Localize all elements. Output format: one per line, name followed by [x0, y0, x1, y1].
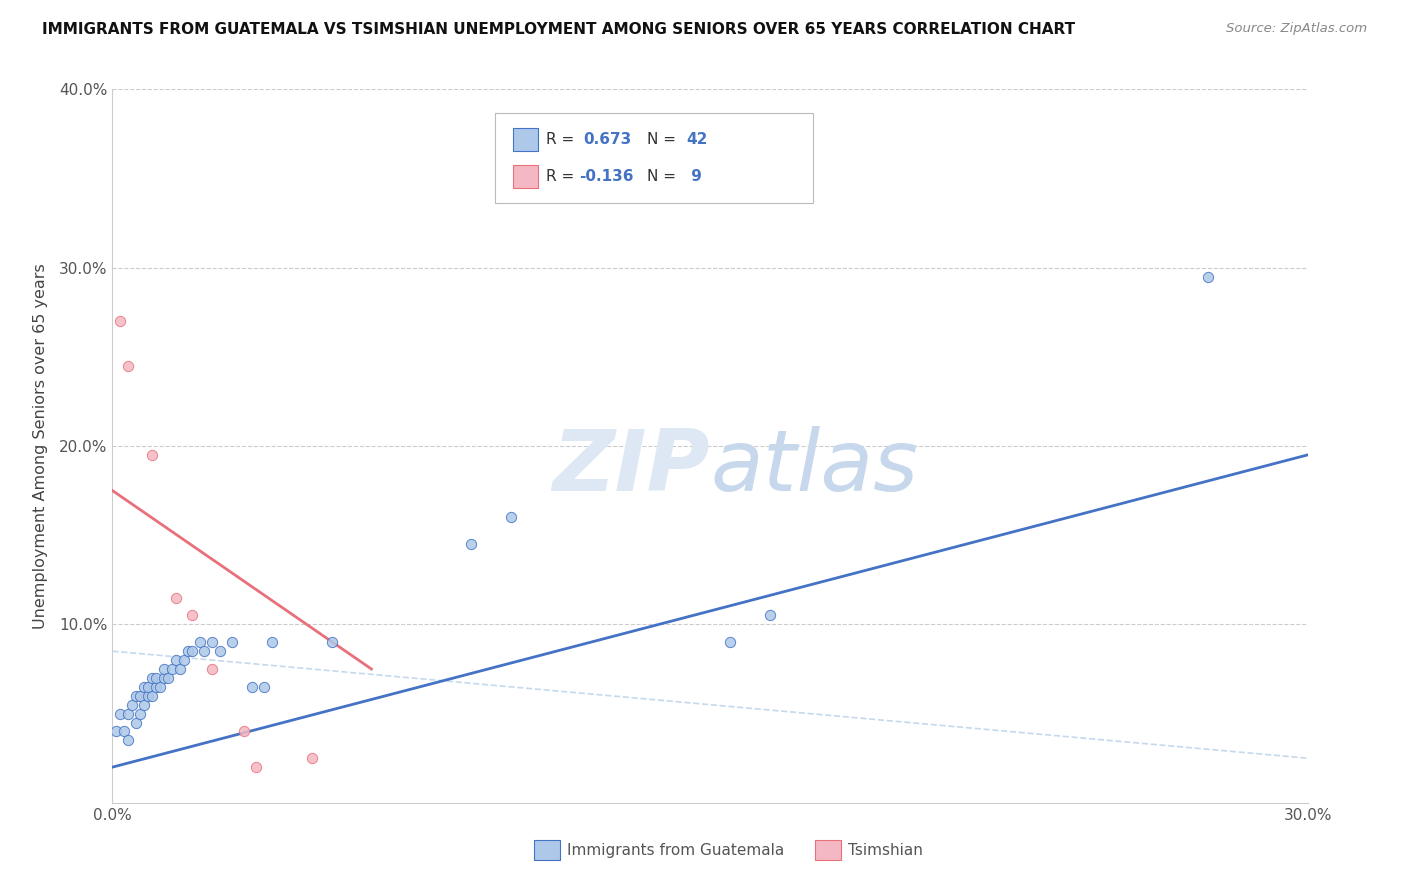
Point: [153, 662, 176, 676]
Text: N =: N =: [647, 132, 681, 146]
Point: [129, 706, 152, 721]
Point: [193, 644, 215, 658]
Point: [181, 608, 204, 623]
Text: 0.673: 0.673: [583, 132, 631, 146]
Point: [117, 733, 139, 747]
Point: [240, 680, 263, 694]
Point: [153, 671, 176, 685]
Point: [233, 724, 256, 739]
Point: [321, 635, 343, 649]
Point: [253, 680, 276, 694]
Text: 9: 9: [686, 169, 702, 184]
Point: [188, 635, 211, 649]
Text: Source: ZipAtlas.com: Source: ZipAtlas.com: [1226, 22, 1367, 36]
Point: [117, 706, 139, 721]
Text: N =: N =: [647, 169, 681, 184]
Point: [1197, 269, 1219, 284]
Point: [759, 608, 782, 623]
Point: [177, 644, 200, 658]
Text: 42: 42: [686, 132, 707, 146]
Point: [201, 635, 224, 649]
Text: Tsimshian: Tsimshian: [848, 843, 922, 857]
Point: [162, 662, 183, 676]
Point: [499, 510, 522, 524]
Point: [173, 653, 195, 667]
Text: Immigrants from Guatemala: Immigrants from Guatemala: [567, 843, 785, 857]
Point: [141, 689, 163, 703]
Point: [460, 537, 482, 551]
Text: R =: R =: [546, 132, 579, 146]
Point: [718, 635, 741, 649]
Point: [129, 689, 152, 703]
Point: [141, 671, 163, 685]
Point: [221, 635, 243, 649]
Point: [105, 724, 128, 739]
Point: [117, 359, 139, 373]
Text: R =: R =: [546, 169, 579, 184]
Point: [301, 751, 323, 765]
Y-axis label: Unemployment Among Seniors over 65 years: Unemployment Among Seniors over 65 years: [32, 263, 48, 629]
Point: [138, 680, 160, 694]
Point: [165, 653, 187, 667]
Point: [145, 680, 167, 694]
Point: [149, 680, 172, 694]
Point: [125, 715, 148, 730]
Point: [110, 706, 132, 721]
Point: [121, 698, 143, 712]
Point: [209, 644, 232, 658]
Point: [181, 644, 204, 658]
Point: [260, 635, 283, 649]
Point: [145, 671, 167, 685]
Text: IMMIGRANTS FROM GUATEMALA VS TSIMSHIAN UNEMPLOYMENT AMONG SENIORS OVER 65 YEARS : IMMIGRANTS FROM GUATEMALA VS TSIMSHIAN U…: [42, 22, 1076, 37]
Text: -0.136: -0.136: [579, 169, 634, 184]
Point: [157, 671, 180, 685]
Point: [125, 689, 148, 703]
Point: [245, 760, 267, 774]
Point: [201, 662, 224, 676]
Point: [110, 314, 132, 328]
Point: [134, 698, 156, 712]
Point: [165, 591, 187, 605]
Point: [138, 689, 160, 703]
Text: atlas: atlas: [710, 425, 918, 509]
Point: [141, 448, 163, 462]
Point: [169, 662, 191, 676]
Text: ZIP: ZIP: [553, 425, 710, 509]
Point: [134, 680, 156, 694]
Point: [114, 724, 135, 739]
